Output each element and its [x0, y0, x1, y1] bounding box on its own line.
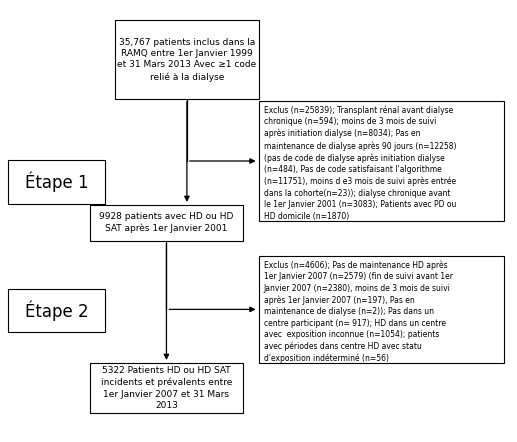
Bar: [258, 101, 504, 221]
Text: Exclus (n=25839); Transplant rénal avant dialyse
chronique (n=594); moins de 3 m: Exclus (n=25839); Transplant rénal avant…: [264, 105, 456, 221]
Text: Étape 1: Étape 1: [25, 171, 88, 192]
Text: Étape 2: Étape 2: [25, 300, 88, 321]
Text: 35,767 patients inclus dans la
RAMQ entre 1er Janvier 1999
et 31 Mars 2013 Avec : 35,767 patients inclus dans la RAMQ entr…: [117, 38, 256, 81]
Text: 9928 patients avec HD ou HD
SAT après 1er Janvier 2001: 9928 patients avec HD ou HD SAT après 1e…: [99, 212, 234, 233]
Text: Exclus (n=4606); Pas de maintenance HD après
1er Janvier 2007 (n=2579) (fin de s: Exclus (n=4606); Pas de maintenance HD a…: [264, 260, 452, 363]
Text: 5322 Patients HD ou HD SAT
incidents et prévalents entre
1er Janvier 2007 et 31 : 5322 Patients HD ou HD SAT incidents et …: [101, 366, 232, 410]
Bar: [8, 160, 105, 204]
Bar: [258, 256, 504, 363]
Bar: [90, 205, 243, 240]
Bar: [90, 363, 243, 413]
Bar: [115, 20, 258, 99]
Bar: [8, 289, 105, 332]
